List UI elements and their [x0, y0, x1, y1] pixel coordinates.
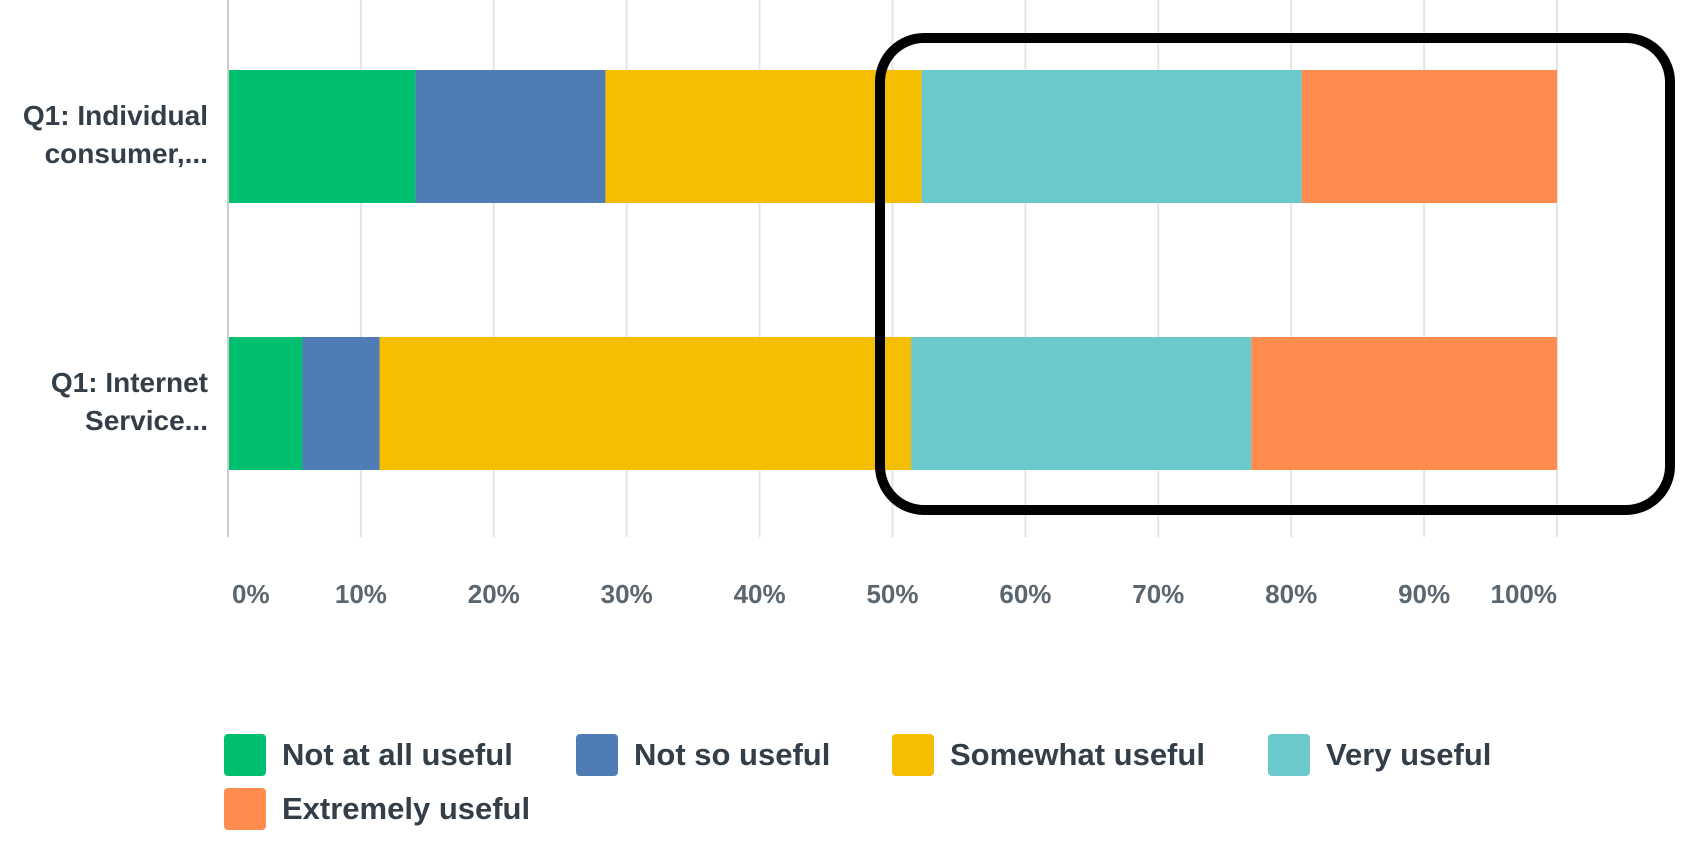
x-tick-label: 80%	[1265, 579, 1317, 609]
x-tick-label: 10%	[335, 579, 387, 609]
x-tick-label: 90%	[1398, 579, 1450, 609]
highlight-layer	[875, 33, 1675, 515]
bar-segment	[911, 337, 1252, 470]
category-label: Q1: Individual	[23, 100, 208, 131]
bar-segment	[921, 70, 1302, 203]
x-tick-label: 20%	[468, 579, 520, 609]
legend: Not at all useful Not so useful Somewhat u…	[224, 734, 1491, 830]
bar-segment	[228, 337, 303, 470]
legend-label: Not at all useful	[282, 737, 513, 772]
highlight-box	[875, 33, 1675, 515]
x-tick-label: 40%	[734, 579, 786, 609]
x-tick-label: 50%	[866, 579, 918, 609]
legend-label: Very useful	[1326, 737, 1491, 772]
legend-swatch	[576, 734, 618, 776]
category-label: consumer,...	[45, 138, 208, 169]
x-tick-labels: 0% 10% 20% 30% 40% 50% 60% 70% 80% 90% 100%	[232, 579, 1557, 609]
bar-segment	[228, 70, 416, 203]
bar-segment	[415, 70, 606, 203]
bar-segment	[379, 337, 912, 470]
bar-segment	[302, 337, 380, 470]
legend-label: Extremely useful	[282, 791, 530, 826]
legend-swatch	[224, 788, 266, 830]
bars-layer	[228, 70, 1557, 470]
x-tick-label: 100%	[1491, 579, 1558, 609]
legend-swatch	[224, 734, 266, 776]
legend-swatch	[1268, 734, 1310, 776]
bar-segment	[1251, 337, 1557, 470]
x-tick-label: 60%	[999, 579, 1051, 609]
category-label: Q1: Internet	[51, 367, 208, 398]
category-label: Service...	[85, 405, 208, 436]
bar-segment	[605, 70, 922, 203]
bar-segment	[1301, 70, 1557, 203]
x-tick-label: 70%	[1132, 579, 1184, 609]
legend-label: Somewhat useful	[950, 737, 1205, 772]
x-tick-label: 0%	[232, 579, 270, 609]
legend-swatch	[892, 734, 934, 776]
category-labels: Q1: Individual consumer,... Q1: Internet Se…	[23, 100, 208, 436]
legend-label: Not so useful	[634, 737, 830, 772]
x-tick-label: 30%	[601, 579, 653, 609]
